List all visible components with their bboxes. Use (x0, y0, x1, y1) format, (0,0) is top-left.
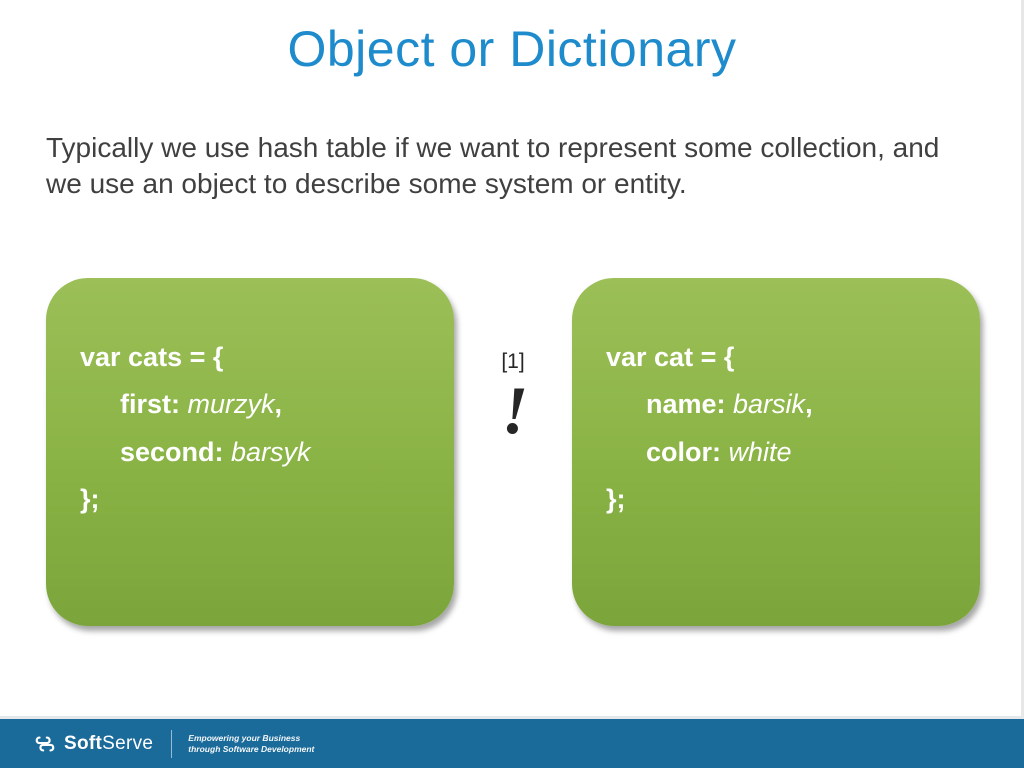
body-paragraph: Typically we use hash table if we want t… (0, 78, 1024, 202)
code-key: color: (646, 437, 729, 467)
brand-name-light: Serve (102, 733, 153, 754)
slide: Object or Dictionary Typically we use ha… (0, 0, 1024, 768)
code-value: barsik (733, 389, 805, 419)
code-key: first: (120, 389, 188, 419)
code-line: }; (80, 476, 420, 523)
code-close: }; (606, 484, 626, 514)
code-value: murzyk (188, 389, 275, 419)
tagline-line: Empowering your Business (188, 733, 314, 744)
code-punct: , (275, 389, 283, 419)
middle-annotation: [1] ! (478, 278, 548, 441)
brand-logo: SoftServe (34, 733, 153, 755)
footer-divider (171, 730, 172, 758)
code-close: }; (80, 484, 100, 514)
exclamation-icon: ! (478, 380, 548, 441)
code-line: name: barsik, (606, 381, 946, 428)
footer-bar: SoftServe Empowering your Business throu… (0, 716, 1024, 768)
code-punct: , (805, 389, 813, 419)
code-value: white (729, 437, 792, 467)
code-line: var cats = { (80, 334, 420, 381)
code-panels-row: var cats = { first: murzyk, second: bars… (46, 278, 980, 626)
code-card-right: var cat = { name: barsik, color: white }… (572, 278, 980, 626)
code-line: first: murzyk, (80, 381, 420, 428)
tagline-line: through Software Development (188, 744, 314, 755)
brand-name-bold: Soft (64, 733, 102, 754)
code-line: }; (606, 476, 946, 523)
code-value: barsyk (231, 437, 311, 467)
code-line: var cat = { (606, 334, 946, 381)
code-line: color: white (606, 429, 946, 476)
brand-tagline: Empowering your Business through Softwar… (188, 733, 314, 754)
reference-marker: [1] (478, 350, 548, 374)
code-key: name: (646, 389, 733, 419)
code-keyword: var cats = { (80, 342, 223, 372)
logo-mark-icon (34, 733, 56, 755)
code-keyword: var cat = { (606, 342, 734, 372)
brand-name: SoftServe (64, 733, 153, 755)
code-key: second: (120, 437, 231, 467)
code-card-left: var cats = { first: murzyk, second: bars… (46, 278, 454, 626)
code-line: second: barsyk (80, 429, 420, 476)
slide-title: Object or Dictionary (0, 0, 1024, 78)
